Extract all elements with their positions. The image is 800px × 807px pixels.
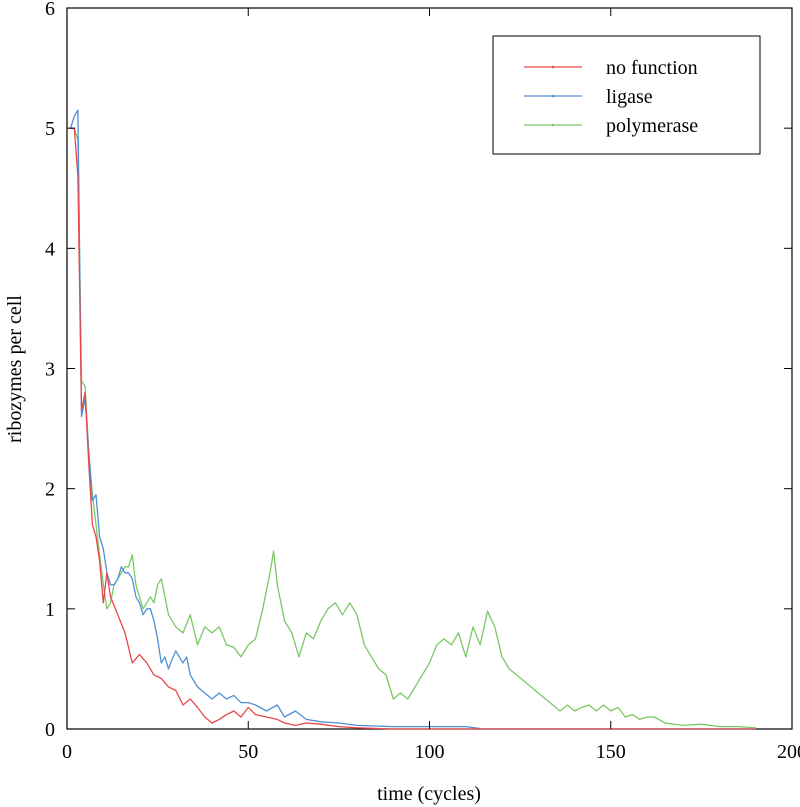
- series-line-ligase: [69, 109, 756, 730]
- y-tick-label: 1: [45, 599, 55, 621]
- y-tick-label: 3: [45, 359, 55, 381]
- x-tick-label: 200: [777, 741, 800, 763]
- y-tick-label: 6: [45, 0, 55, 20]
- y-tick-label: 0: [45, 719, 55, 741]
- x-tick-label: 0: [62, 741, 72, 763]
- legend: no function ligase polymerase: [492, 35, 761, 155]
- x-axis-title: time (cycles): [377, 783, 481, 805]
- series-line-polymerase: [70, 127, 756, 729]
- x-tick-label: 150: [596, 741, 626, 763]
- y-tick-label: 5: [45, 118, 55, 140]
- legend-box: [492, 35, 761, 155]
- x-tick-label: 50: [238, 741, 258, 763]
- legend-marker: [551, 123, 555, 127]
- series-line-no-function: [70, 127, 756, 730]
- y-axis: 0 1 2 3 4 5 6: [45, 0, 792, 741]
- legend-label: polymerase: [606, 115, 698, 137]
- x-axis: 0 50 100 150 200: [62, 8, 800, 763]
- legend-label: ligase: [606, 86, 653, 108]
- plot-area: [69, 109, 756, 730]
- y-tick-label: 4: [45, 238, 55, 260]
- x-tick-label: 100: [415, 741, 445, 763]
- y-tick-label: 2: [45, 479, 55, 501]
- legend-marker: [551, 94, 555, 98]
- legend-label: no function: [606, 57, 698, 79]
- legend-marker: [551, 65, 555, 69]
- y-axis-title: ribozymes per cell: [4, 295, 26, 443]
